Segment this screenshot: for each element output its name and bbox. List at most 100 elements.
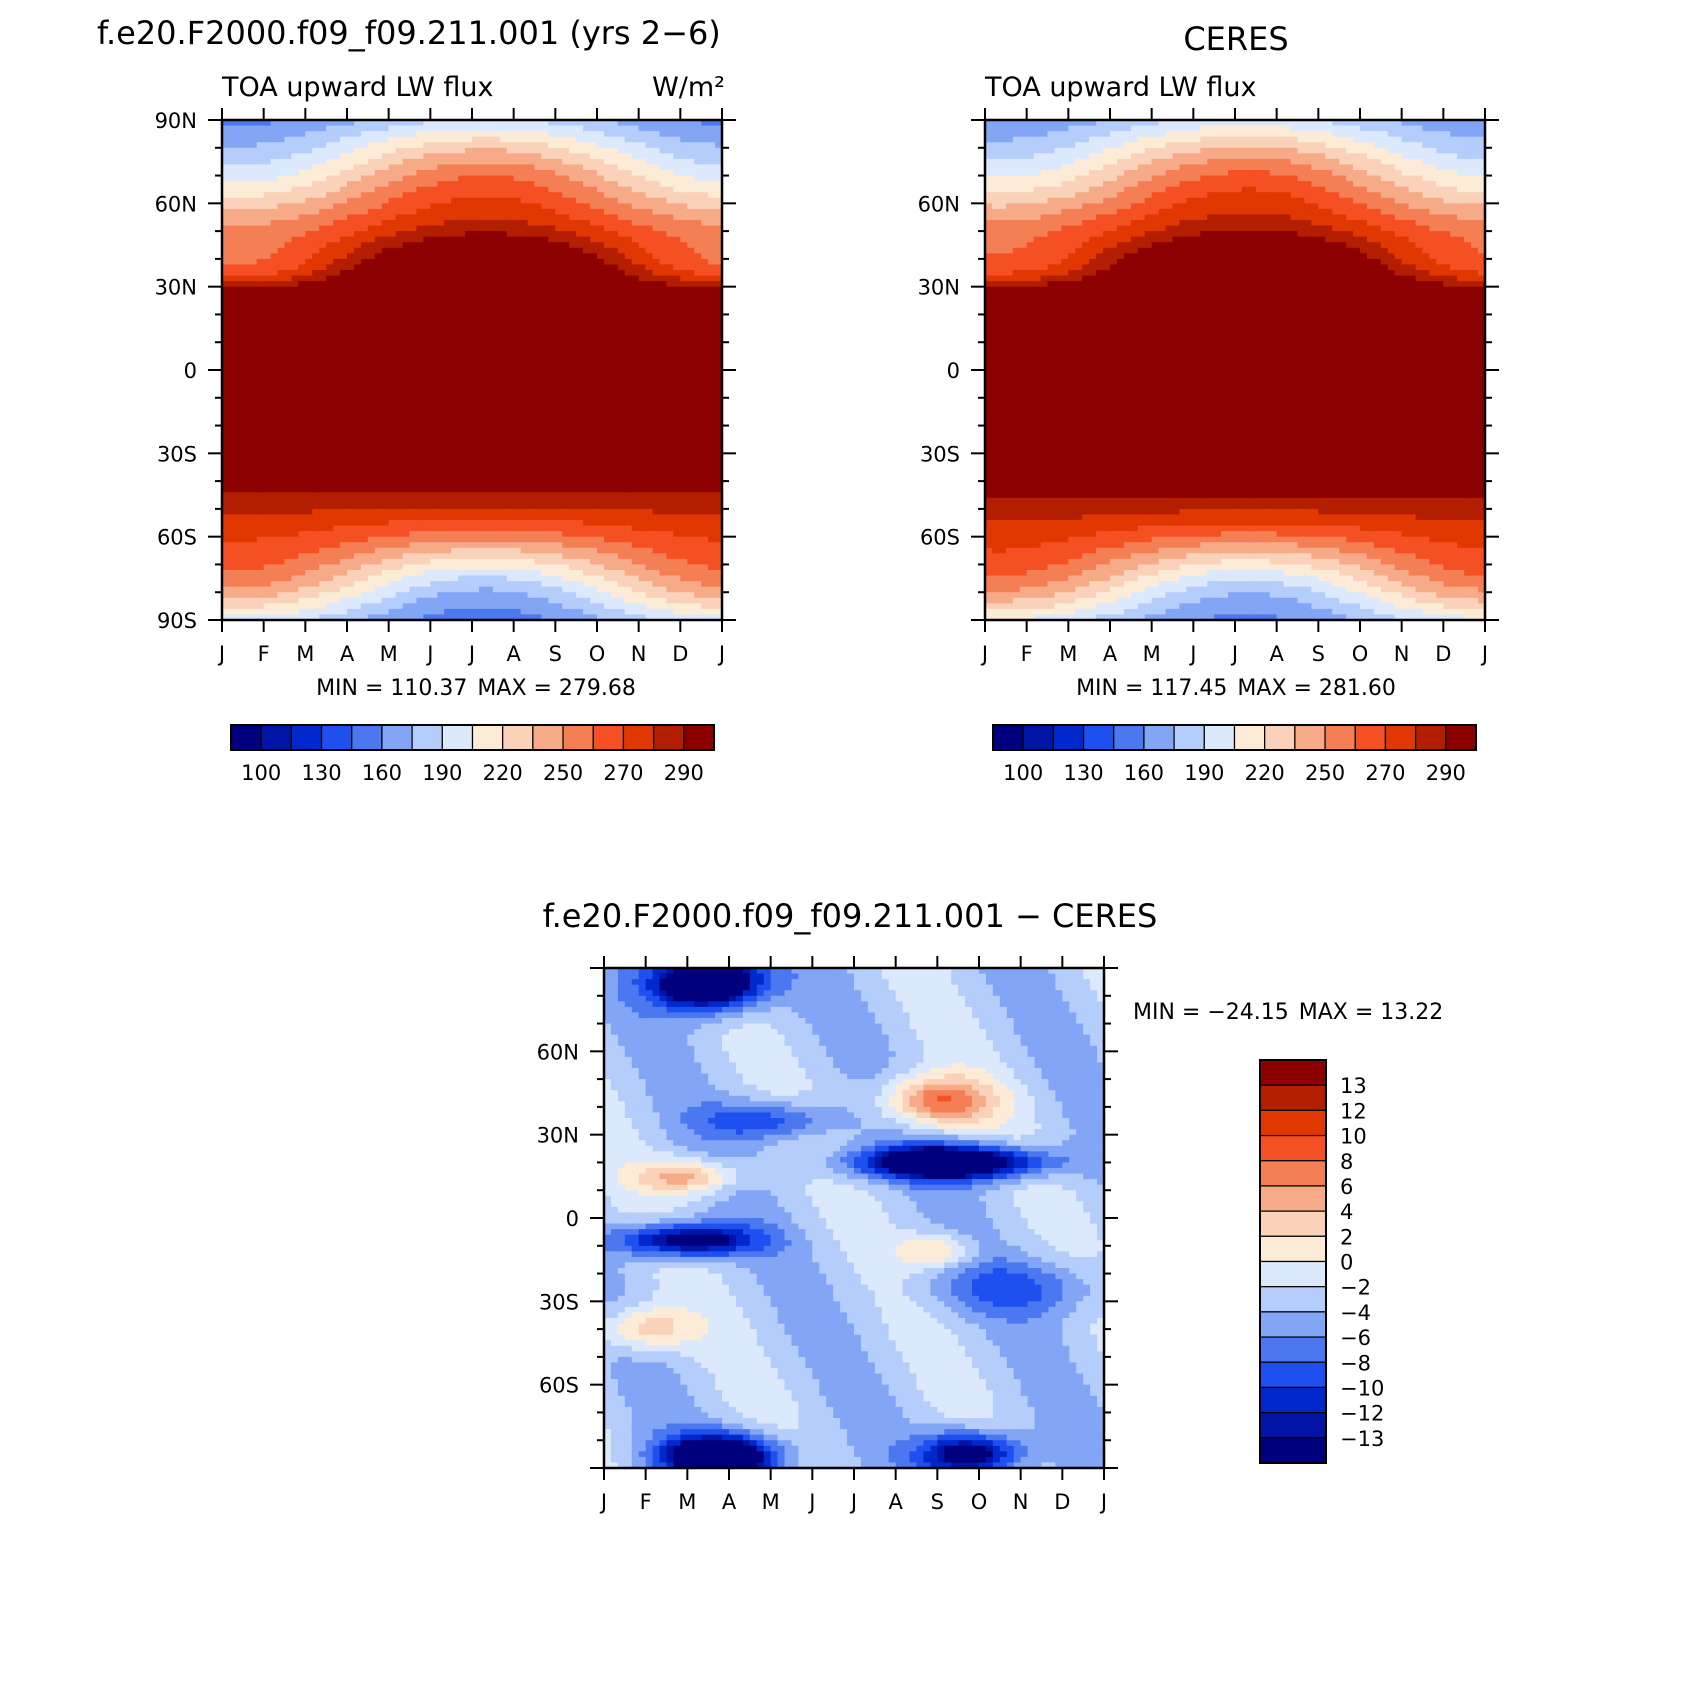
model-cell [340,536,348,543]
model-cell [451,603,459,610]
model-cell [520,353,529,360]
model-cell [242,158,251,166]
model-cell [388,192,397,199]
model-cell [451,231,459,238]
model-cell [555,608,563,616]
model-cell [472,308,480,316]
model-cell [333,308,341,316]
model-cell [416,125,424,132]
model-cell [465,286,473,293]
model-cell [597,292,605,299]
model-cell [534,231,543,238]
model-cell [256,203,265,210]
model-cell [430,475,438,482]
model-cell [478,447,487,454]
model-cell [235,181,244,188]
model-cell [222,531,230,538]
model-cell [333,225,341,232]
model-cell [395,592,404,599]
model-cell [402,403,411,410]
model-cell [360,170,369,177]
model-cell [353,408,362,416]
model-cell [590,586,598,593]
model-cell [548,481,556,488]
model-cell [451,575,459,582]
model-cell [485,503,494,510]
model-cell [284,336,293,343]
model-cell [367,547,376,554]
model-cell [228,125,237,132]
model-cell [222,497,230,504]
model-cell [478,475,487,482]
model-cell [312,142,320,149]
model-cell [437,281,445,288]
model-cell [347,186,355,193]
model-cell [249,458,258,466]
model-cell [485,370,494,377]
model-cell [444,264,452,271]
model-cell [222,175,230,182]
model-cell [513,342,522,349]
model-cell [583,331,591,338]
model-cell [298,120,306,127]
model-cell [326,570,334,577]
model-cell [222,192,230,199]
model-cell [291,470,299,477]
model-cell [312,203,320,210]
model-cell [597,381,605,388]
model-cell [381,208,390,216]
model-cell [242,453,251,460]
model-cell [409,486,418,493]
model-cell [437,214,445,221]
model-cell [263,442,272,449]
model-cell [485,447,494,454]
model-cell [326,392,334,399]
model-cell [381,342,390,349]
model-cell [340,331,348,338]
model-cell [576,347,584,354]
model-cell [513,397,522,404]
model-cell [458,514,466,521]
model-cell [520,553,529,560]
model-cell [291,508,299,516]
model-cell [472,258,480,266]
model-cell [548,592,556,599]
model-cell [478,281,487,288]
model-cell [465,153,473,160]
model-cell [527,575,536,582]
model-cell [506,614,515,621]
model-cell [291,514,299,521]
model-cell [451,370,459,377]
model-cell [242,314,251,321]
model-cell [583,397,591,404]
model-cell [256,286,265,293]
model-cell [277,286,286,293]
model-cell [416,358,424,366]
model-cell [409,170,418,177]
model-cell [451,425,459,432]
model-cell [513,314,522,321]
model-cell [347,547,355,554]
model-cell [235,347,244,354]
model-cell [451,336,459,343]
model-field [222,120,723,621]
model-cell [395,364,404,371]
model-cell [291,486,299,493]
model-cell [263,358,272,366]
model-cell [583,453,591,460]
model-cell [583,314,591,321]
model-cell [520,136,529,143]
model-cell [333,131,341,138]
model-cell [430,447,438,454]
model-cell [423,258,431,266]
model-cell [326,125,334,132]
model-cell [541,397,549,404]
model-cell [458,586,466,593]
model-cell [298,214,306,221]
model-cell [402,203,411,210]
model-cell [527,564,536,571]
model-cell [499,153,508,160]
model-cell [548,353,556,360]
model-cell [319,553,327,560]
model-cell [485,275,494,282]
